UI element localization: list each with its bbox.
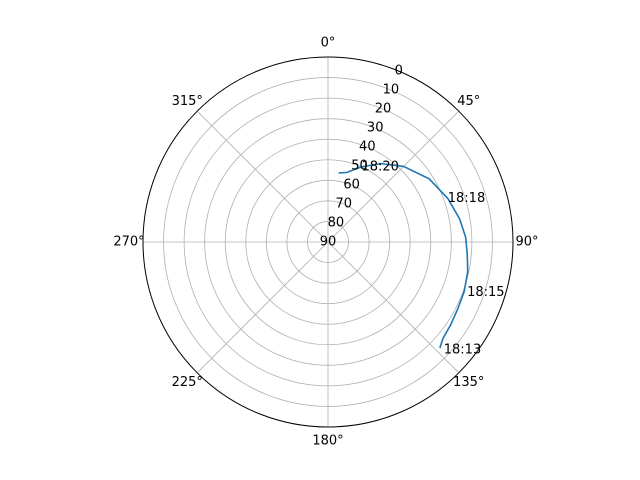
- theta-tick-labels: 0° 45° 90° 135° 180° 225° 270° 315°: [113, 36, 538, 449]
- radial-tick-label: 90: [320, 235, 337, 250]
- polar-grid: [143, 57, 513, 427]
- angular-gridline: [196, 110, 329, 243]
- theta-tick-label: 90°: [515, 235, 538, 250]
- radial-tick-label: 20: [375, 102, 392, 117]
- angular-gridline: [327, 241, 460, 374]
- theta-tick-label: 45°: [457, 94, 480, 109]
- polar-frame: [142, 56, 514, 428]
- time-annotation-label: 18:15: [467, 285, 504, 300]
- theta-tick-label: 225°: [172, 375, 203, 390]
- theta-tick-label: 180°: [312, 434, 343, 449]
- time-annotation-label: 18:20: [361, 159, 398, 174]
- angular-gridline: [327, 110, 460, 243]
- radial-tick-label: 50: [351, 159, 368, 174]
- theta-tick-label: 270°: [113, 235, 144, 250]
- radial-tick-labels: 0 10 20 30 40 50 60 70 80 90: [320, 64, 403, 250]
- radial-tick-label: 30: [367, 121, 384, 136]
- series-layer: [338, 162, 469, 349]
- theta-tick-label: 135°: [453, 375, 484, 390]
- radial-tick-label: 60: [343, 178, 360, 193]
- radial-tick-label: 10: [383, 83, 400, 98]
- time-annotations: 18:13 18:15 18:18 18:20: [361, 159, 504, 357]
- radial-tick-label: 80: [328, 216, 345, 231]
- radial-tick-label: 0: [395, 64, 403, 79]
- time-annotation-label: 18:18: [448, 191, 485, 206]
- radial-tick-label: 70: [335, 197, 352, 212]
- angular-gridline: [196, 241, 329, 374]
- radial-tick-label: 40: [359, 140, 376, 155]
- theta-tick-label: 0°: [321, 36, 336, 51]
- series-line: [338, 162, 469, 349]
- theta-tick-label: 315°: [172, 94, 203, 109]
- time-annotation-label: 18:13: [444, 342, 481, 357]
